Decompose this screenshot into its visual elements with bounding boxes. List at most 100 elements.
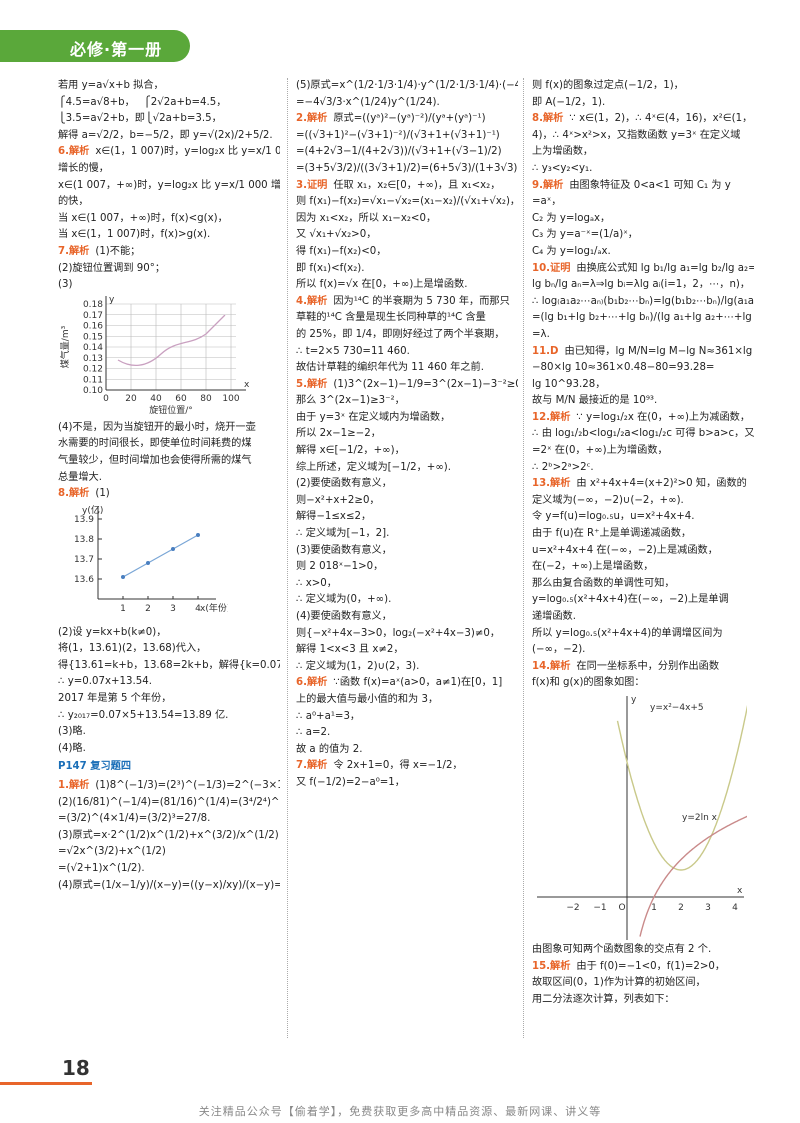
text-line: 13.解析由 x²+4x+4=(x+2)²>0 知，函数的 [532, 476, 754, 493]
text-line: 得{13.61=k+b，13.68=2k+b，解得{k=0.07，b=13.54… [58, 659, 280, 671]
text-line: (2)(16/81)^(−1/4)=(81/16)^(1/4)=(3⁴/2⁴)^… [58, 796, 280, 808]
y-tick-label: 13.7 [74, 555, 94, 565]
y-tick-label: 0.17 [83, 310, 103, 320]
text-line: 水需要的时间很长，即使单位时间耗费的煤 [58, 438, 252, 450]
text-line: ∴ 2ᵇ>2ᵃ>2ᶜ. [532, 461, 594, 473]
item-text: ∵ x∈(1，2)，∴ 4ˣ∈(4，16)，x²∈(1， [569, 113, 753, 125]
text-line: 的 25%，即 1/4，即刚好经过了两个半衰期， [296, 328, 505, 340]
text-line: 解得−1≤x≤2， [296, 511, 372, 523]
text-line: 所以 2x−1≥−2， [296, 428, 381, 440]
y-tick-label: 0.12 [83, 364, 103, 374]
item-text: ∵ y=log₁/₂x 在(0，+∞)上为减函数， [576, 411, 751, 423]
text-line: 解得 1<x<3 且 x≠2， [296, 644, 404, 656]
text-line: lg 10^93.28， [532, 378, 606, 390]
text-line: (2)设 y=kx+b(k≠0)， [58, 626, 167, 638]
item-label: 1.解析 [58, 780, 90, 792]
text-line: 则 f(x)的图象过定点(−1/2，1)， [532, 80, 684, 91]
text-line: 当 x∈(1，1 007)时，f(x)>g(x). [58, 229, 211, 241]
text-line: ∴ a⁰+a¹=3， [296, 710, 361, 722]
text-line: 即 f(x₁)<f(x₂). [296, 262, 365, 274]
text-line: 上的最大值与最小值的和为 3， [296, 693, 439, 705]
text-line: 11.D 由已知得，lg M/N=lg M−lg N≈361×lg 3 [532, 344, 754, 361]
text-line: 因为 x₁<x₂，所以 x₁−x₂<0， [296, 212, 437, 224]
text-line: 总量增大. [58, 471, 102, 483]
text-line: 则 f(x₁)−f(x₂)=√x₁−√x₂=(x₁−x₂)/(√x₁+√x₂)， [296, 196, 518, 208]
text-line: (2)要使函数有意义， [296, 478, 392, 490]
item-label: 3.证明 [296, 179, 328, 191]
text-line: −80×lg 10≈361×0.48−80=93.28= [532, 362, 715, 374]
page-number-bar [0, 1082, 92, 1085]
text-line: ∴ 定义域为(0，+∞). [296, 594, 392, 606]
item-label: 5.解析 [296, 378, 328, 390]
item-text: 因为¹⁴C 的半衰期为 5 730 年，而那只 [333, 295, 510, 307]
text-line: 14.解析 在同一坐标系中，分别作出函数 [532, 659, 754, 676]
text-line: ∴ x>0， [296, 577, 337, 589]
text-line: 故取区间(0，1)作为计算的初始区间， [532, 977, 706, 989]
text-line: 由于 f(u)在 R⁺上是单调递减函数， [532, 528, 692, 540]
text-line: 草鞋的¹⁴C 含量是现生长同种草的¹⁴C 含量 [296, 312, 486, 324]
column: (5)原式=x^(1/2·1/3·1/4)·y^(1/2·1/3·1/4)·(−… [296, 78, 518, 1063]
header-title: 必修·第一册 [70, 40, 163, 59]
item-text: x∈(1，1 007)时，y=log₂x 比 y=x/1 000 [95, 146, 280, 158]
axis-name: y [109, 295, 115, 305]
point [171, 546, 175, 551]
text-line: 又 f(−1/2)=2−a⁰=1， [296, 776, 405, 788]
axis-name: x [737, 886, 743, 896]
parabola [616, 704, 747, 871]
text-line: (4)不是，因为当旋钮开的最小时，烧开一壶 [58, 421, 256, 433]
text-line: 综上所述，定义域为[−1/2，+∞). [296, 461, 452, 473]
x-tick-label: 2 [678, 903, 684, 913]
item-label: 6.解析 [296, 677, 328, 689]
x-tick-label: 1 [651, 903, 657, 913]
text-line: 那么由复合函数的单调性可知， [532, 577, 675, 589]
text-line: (3)原式=x·2^(1/2)x^(1/2)+x^(3/2)/x^(1/2) [58, 829, 279, 841]
text-line: 那么 3^(2x−1)≥3⁻²， [296, 395, 405, 407]
item-label: 7.解析 [296, 760, 328, 772]
x-tick-label: 20 [125, 394, 137, 404]
y-tick-label: 0.11 [83, 375, 103, 385]
text-line: 解得 a=√2/2，b=−5/2，即 y=√(2x)/2+5/2. [58, 129, 273, 141]
item-text: ∵函数 f(x)=aˣ(a>0，a≠1)在[0，1] [333, 677, 503, 689]
y-tick-label: 0.15 [83, 332, 103, 342]
text-line: (4)要使函数有意义， [296, 611, 392, 622]
text-line: =((√3+1)²−(√3+1)⁻²)/(√3+1+(√3+1)⁻¹) [296, 129, 500, 141]
text-line: 则{−x²+4x−3>0，log₂(−x²+4x−3)≠0， [296, 627, 501, 639]
x-tick-label: −2 [566, 903, 579, 913]
text-line: y=log₀.₅(x²+4x+4)在(−∞，−2)上是单调 [532, 594, 729, 606]
text-line: 7.解析令 2x+1=0，得 x=−1/2， [296, 758, 518, 775]
item-label: 9.解析 [532, 179, 564, 191]
text-line: 若用 y=a√x+b 拟合， [58, 80, 164, 91]
text-line: 则 2 018ˣ−1>0， [296, 561, 384, 573]
text-line: (4)原式=(1/x−1/y)/(x−y)=((y−x)/xy)/(x−y)=−… [58, 879, 280, 891]
text-line: 6.解析 x∈(1，1 007)时，y=log₂x 比 y=x/1 000 [58, 144, 280, 161]
item-label: 14.解析 [532, 660, 571, 672]
text-line: lg bₙ/lg aₙ=λ⇒lg bᵢ=λlg aᵢ(i=1，2，⋯，n)， [532, 279, 751, 291]
section-title: P147 复习题四 [58, 761, 132, 773]
text-line: 又 √x₁+√x₂>0， [296, 229, 377, 241]
text-line: 7.解析 (1)不能； [58, 244, 280, 261]
text-line: 3.证明 任取 x₁，x₂∈[0，+∞)，且 x₁<x₂， [296, 178, 518, 195]
text-line: =√2x^(3/2)+x^(1/2) [58, 846, 166, 858]
x-tick-label: 3 [170, 604, 176, 614]
text-line: 令 y=f(u)=log₀.₅u，u=x²+4x+4. [532, 511, 695, 523]
curve-label: y=2ln x [682, 813, 718, 823]
text-line: =(4+2√3−1/(4+2√3))/(√3+1+(√3−1)/2) [296, 146, 502, 158]
text-line: (3)要使函数有意义， [296, 544, 392, 556]
divider [523, 78, 524, 1038]
item-text: 令 2x+1=0，得 x=−1/2， [333, 760, 463, 772]
text-line: 所以 y=log₀.₅(x²+4x+4)的单调增区间为 [532, 627, 723, 639]
text-line: ∴ y₂₀₁₇=0.07×5+13.54=13.89 亿. [58, 709, 229, 721]
text-line: ∴ y=0.07x+13.54. [58, 676, 152, 688]
x-tick-label: 40 [150, 394, 162, 404]
column: 若用 y=a√x+b 拟合， ⎧4.5=a√8+b， ⎧2√2a+b=4.5， ⎩3… [58, 78, 280, 1063]
y-tick-label: 13.8 [74, 535, 94, 545]
text-line: 8.解析 (1) [58, 486, 280, 503]
item-text: 由于 f(0)=−1<0，f(1)=2>0， [576, 960, 726, 972]
x-tick-label: 4 [195, 604, 201, 614]
text-line: 故 a 的值为 2. [296, 743, 363, 755]
item-text: 由已知得，lg M/N=lg M−lg N≈361×lg 3 [564, 345, 754, 357]
text-line: x∈(1 007，+∞)时，y=log₂x 比 y=x/1 000 增长 [58, 179, 280, 191]
text-line: u=x²+4x+4 在(−∞，−2)上是减函数， [532, 544, 718, 556]
text-line: 将(1，13.61)(2，13.68)代入， [58, 643, 207, 655]
text-line: (3) [58, 279, 73, 291]
